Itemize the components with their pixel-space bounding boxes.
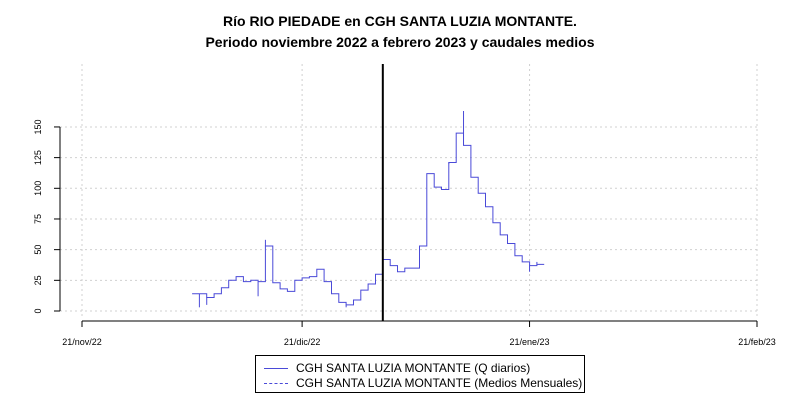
legend-label-monthly: CGH SANTA LUZIA MONTANTE (Medios Mensual…: [296, 376, 583, 390]
y-tick-label: 75: [33, 214, 43, 224]
series-layer: [192, 110, 545, 308]
y-tick-label: 0: [33, 308, 43, 313]
y-tick-label: 100: [33, 181, 43, 196]
y-tick-label: 125: [33, 150, 43, 165]
legend-swatch-solid: [264, 367, 288, 369]
legend-label-daily: CGH SANTA LUZIA MONTANTE (Q diarios): [296, 361, 531, 375]
y-tick-label: 25: [33, 275, 43, 285]
grid-lines: [60, 64, 760, 317]
series-daily-line: [192, 132, 545, 306]
legend: CGH SANTA LUZIA MONTANTE (Q diarios) CGH…: [255, 355, 585, 393]
x-tick-label: 21/ene/23: [510, 337, 550, 347]
axes: 0 25 50 75 100 125 150 21/nov/22 21/dic/22 21/ene…: [33, 119, 776, 347]
x-tick-label: 21/dic/22: [284, 337, 321, 347]
x-tick-label: 21/nov/22: [62, 337, 102, 347]
legend-entry-monthly: CGH SANTA LUZIA MONTANTE (Medios Mensual…: [256, 375, 582, 391]
y-tick-label: 150: [33, 119, 43, 134]
chart-title-line2: Periodo noviembre 2022 a febrero 2023 y …: [205, 34, 595, 50]
legend-swatch-dashed: [264, 382, 288, 384]
chart-title-line1: Río RIO PIEDADE en CGH SANTA LUZIA MONTA…: [223, 13, 577, 29]
legend-entry-daily: CGH SANTA LUZIA MONTANTE (Q diarios): [256, 360, 530, 376]
y-tick-label: 50: [33, 245, 43, 255]
x-tick-label: 21/feb/23: [738, 337, 776, 347]
